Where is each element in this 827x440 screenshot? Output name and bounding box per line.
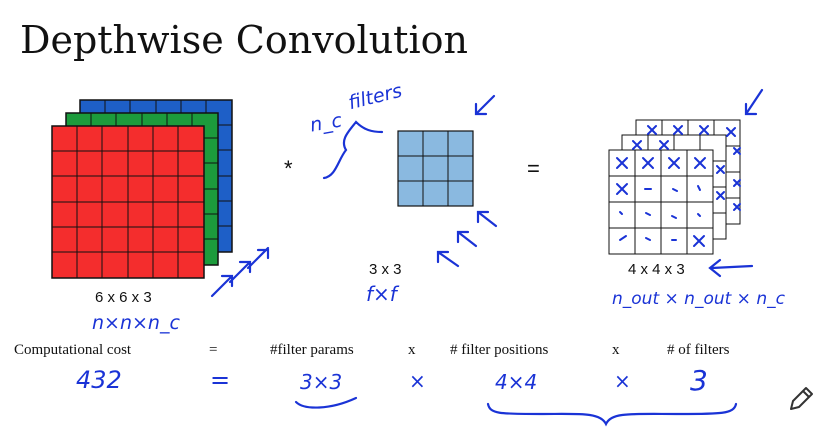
input-arrows xyxy=(212,248,268,296)
pencil-icon[interactable] xyxy=(791,388,812,409)
cost-total-value: 432 xyxy=(76,366,122,394)
output-dims-label: 4 x 4 x 3 xyxy=(628,261,685,278)
cost-label: Computational cost xyxy=(14,342,131,359)
handwritten-underlines xyxy=(296,398,736,424)
cost-value-filters: 3 xyxy=(690,364,708,397)
output-volume xyxy=(609,120,740,254)
convolve-operator: * xyxy=(284,156,293,182)
equals-operator: = xyxy=(527,156,540,182)
cost-term-filter-positions: # filter positions xyxy=(450,342,548,359)
input-note: n×n×n_c xyxy=(92,312,180,334)
filter-dims-label: 3 x 3 xyxy=(369,261,402,278)
cost-times-2: x xyxy=(612,342,620,359)
cost-equals: = xyxy=(209,342,217,359)
cost-value-positions: 4×4 xyxy=(495,370,537,394)
cost-value-equals: = xyxy=(210,366,230,394)
cost-value-times-2: × xyxy=(614,369,631,393)
input-volume xyxy=(52,100,232,278)
filter-kernel xyxy=(398,131,473,206)
cost-term-filter-params: #filter params xyxy=(270,342,354,359)
filter-note: f×f xyxy=(366,282,397,306)
cost-value-params: 3×3 xyxy=(300,370,342,394)
output-note: n_out × n_out × n_c xyxy=(612,289,785,309)
cost-term-num-filters: # of filters xyxy=(667,342,729,359)
cost-value-times-1: × xyxy=(409,369,426,393)
cost-times-1: x xyxy=(408,342,416,359)
input-dims-label: 6 x 6 x 3 xyxy=(95,289,152,306)
